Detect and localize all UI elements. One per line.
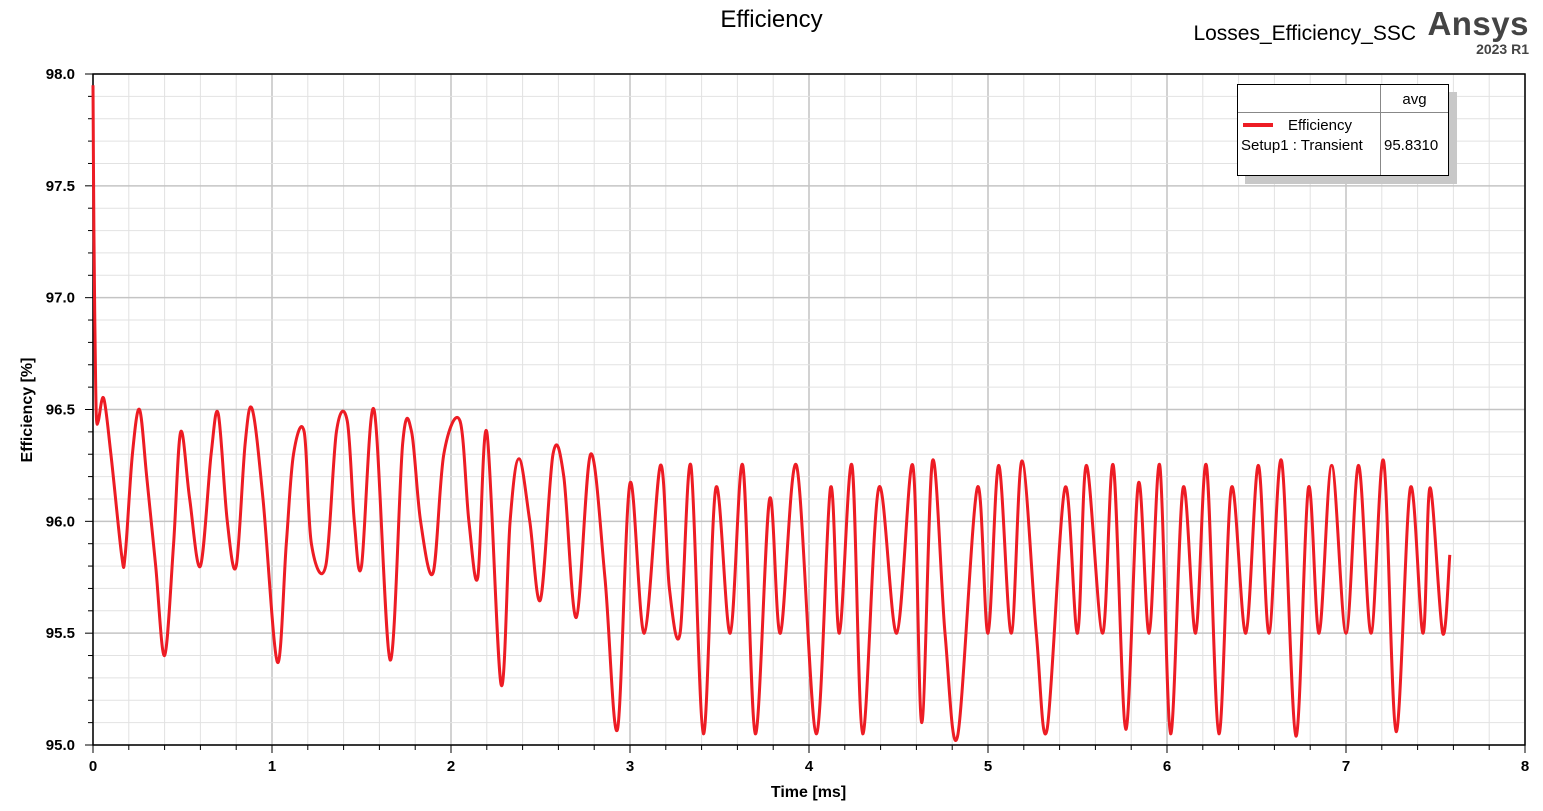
legend-avg-value: 95.8310 xyxy=(1384,137,1439,154)
y-tick-label: 96.0 xyxy=(46,513,75,530)
y-tick-label: 95.0 xyxy=(46,737,75,754)
legend-series-setup: Setup1 : Transient xyxy=(1241,137,1363,154)
x-tick-label: 6 xyxy=(1163,758,1171,775)
y-tick-label: 96.5 xyxy=(46,402,75,419)
legend-divider xyxy=(1238,112,1448,113)
brand-logo: Ansys 2023 R1 xyxy=(1427,5,1529,57)
y-tick-label: 97.0 xyxy=(46,290,75,307)
x-tick-label: 3 xyxy=(626,758,634,775)
legend[interactable]: avg Efficiency Setup1 : Transient 95.831… xyxy=(1237,84,1449,176)
chart-title: Efficiency xyxy=(720,6,823,33)
brand-version: 2023 R1 xyxy=(1476,41,1529,57)
series-line-efficiency xyxy=(91,85,1452,742)
legend-avg-header: avg xyxy=(1402,91,1427,108)
y-tick-label: 97.5 xyxy=(46,178,75,195)
x-tick-label: 1 xyxy=(268,758,276,775)
x-tick-label: 8 xyxy=(1521,758,1529,775)
brand-name: Ansys xyxy=(1427,5,1529,42)
legend-divider xyxy=(1380,85,1381,175)
y-tick-label: 95.5 xyxy=(46,625,75,642)
design-name: Losses_Efficiency_SSC xyxy=(1193,22,1416,45)
x-tick-label: 4 xyxy=(805,758,814,775)
y-axis-label: Efficiency [%] xyxy=(19,357,36,463)
x-tick-label: 0 xyxy=(89,758,97,775)
y-tick-label: 98.0 xyxy=(46,66,75,83)
legend-swatch xyxy=(1243,123,1273,127)
x-tick-label: 2 xyxy=(447,758,455,775)
x-axis-label: Time [ms] xyxy=(770,784,847,801)
x-tick-label: 7 xyxy=(1342,758,1350,775)
legend-series-name: Efficiency xyxy=(1288,117,1352,134)
x-tick-label: 5 xyxy=(984,758,992,775)
